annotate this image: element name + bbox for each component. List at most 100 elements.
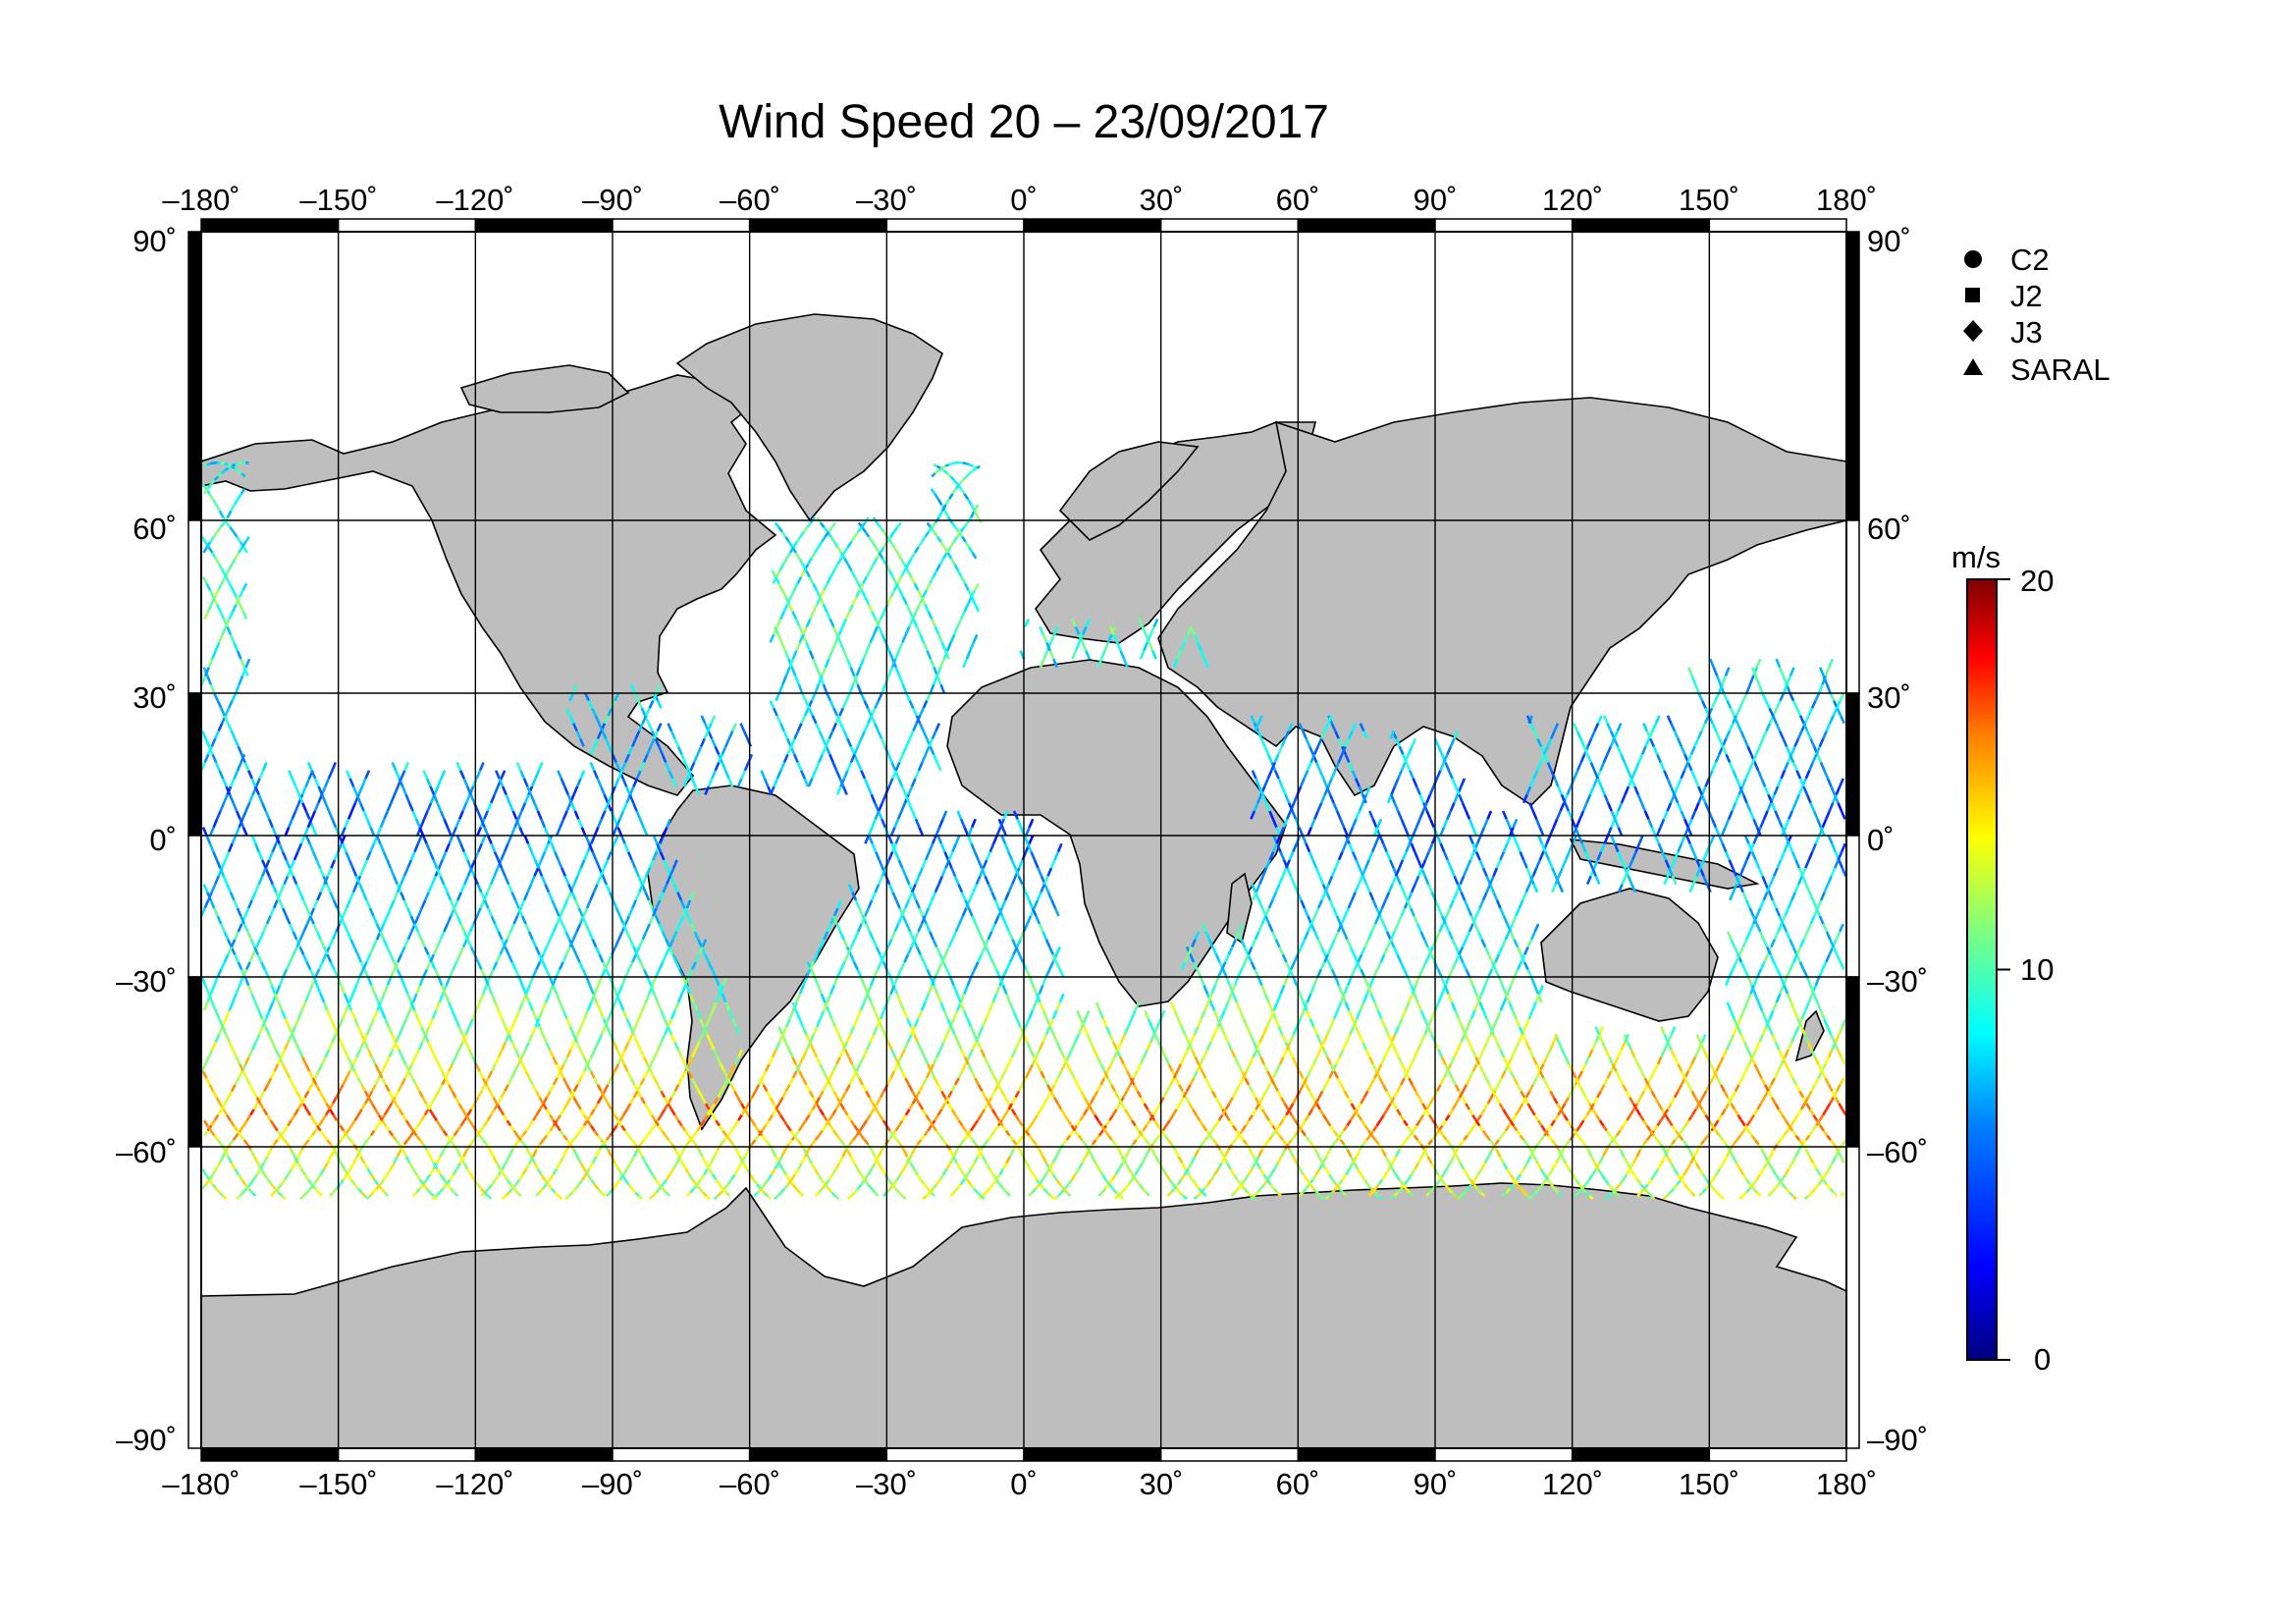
track-segment (1390, 1195, 1396, 1201)
track-segment (784, 1173, 791, 1181)
track-segment (1201, 1070, 1207, 1079)
track-segment (1269, 1183, 1276, 1190)
track-segment (1481, 892, 1488, 901)
track-segment (1455, 1097, 1462, 1105)
track-segment (935, 1049, 942, 1058)
track-segment (952, 1009, 959, 1020)
track-segment (1770, 939, 1777, 948)
track-segment (1393, 923, 1400, 933)
track-segment (969, 641, 975, 652)
track-segment (1288, 1149, 1295, 1158)
track-segment (1393, 1191, 1399, 1198)
track-segment (1321, 1084, 1327, 1093)
track-segment (568, 715, 575, 725)
track-segment (1324, 1195, 1330, 1201)
track-segment (1424, 953, 1431, 963)
track-segment (1372, 968, 1379, 978)
track-segment (1682, 1139, 1687, 1146)
track-segment (1650, 1173, 1656, 1181)
track-segment (279, 884, 286, 893)
track-segment (1028, 835, 1035, 844)
track-segment (1041, 1009, 1048, 1020)
track-segment (351, 884, 358, 893)
track-segment (879, 546, 885, 554)
track-segment (1251, 1109, 1257, 1116)
track-segment (219, 802, 226, 812)
track-segment (1350, 1103, 1357, 1110)
track-segment (1028, 976, 1035, 987)
track-segment (1555, 1156, 1562, 1164)
track-segment (1408, 1077, 1414, 1086)
track-segment (888, 1129, 895, 1137)
track-segment (1230, 1139, 1237, 1146)
track-segment (1003, 1097, 1010, 1105)
track-segment (1281, 867, 1288, 877)
satellite-tracks (201, 460, 1846, 1201)
track-segment (940, 464, 946, 469)
track-segment (1285, 961, 1292, 970)
track-segment (345, 899, 351, 909)
track-segment (1010, 1109, 1017, 1116)
track-segment (1239, 1009, 1246, 1020)
track-segment (593, 770, 599, 780)
track-segment (242, 1119, 248, 1127)
track-segment (1542, 1056, 1548, 1065)
track-segment (296, 842, 303, 853)
track-segment (1207, 939, 1214, 948)
track-segment (1101, 1018, 1108, 1028)
track-segment (654, 737, 661, 747)
track-segment (1653, 1063, 1660, 1072)
track-segment (1246, 1026, 1253, 1036)
track-segment (626, 851, 633, 861)
track-segment (1217, 1103, 1224, 1110)
track-segment (1767, 1191, 1773, 1198)
track-segment (1544, 851, 1551, 861)
track-segment (640, 707, 647, 717)
track-segment (1459, 1139, 1466, 1146)
track-segment (1485, 1134, 1491, 1141)
track-segment (1085, 650, 1092, 660)
track-segment (238, 976, 244, 987)
track-segment (927, 1063, 934, 1072)
track-segment (1328, 899, 1335, 909)
track-segment (1752, 1109, 1759, 1116)
track-segment (1191, 1178, 1198, 1186)
track-segment (985, 1162, 991, 1170)
track-segment (1839, 1077, 1845, 1086)
track-segment (231, 993, 238, 1003)
track-segment (820, 993, 827, 1003)
track-segment (1502, 1056, 1509, 1065)
track-segment (1277, 1026, 1284, 1036)
track-segment (1288, 1049, 1294, 1058)
track-segment (1119, 1056, 1125, 1065)
track-segment (1267, 1001, 1274, 1011)
track-segment (1342, 1041, 1348, 1051)
track-segment (799, 569, 806, 578)
track-segment (1057, 1191, 1063, 1198)
track-segment (1591, 1168, 1598, 1175)
track-segment (918, 827, 925, 837)
track-segment (815, 667, 822, 676)
track-segment (1654, 715, 1661, 725)
track-segment (431, 875, 437, 886)
track-segment (332, 1187, 338, 1194)
track-segment (1481, 1129, 1488, 1137)
track-segment (887, 667, 894, 676)
track-segment (952, 535, 959, 543)
track-segment (1382, 1109, 1389, 1116)
track-segment (1364, 859, 1370, 869)
track-segment (1192, 1109, 1198, 1116)
track-segment (781, 1168, 787, 1175)
track-segment (1509, 931, 1516, 941)
track-segment (949, 541, 955, 549)
track-segment (1136, 1090, 1143, 1099)
track-segment (1375, 1119, 1382, 1127)
track-segment (1451, 1077, 1457, 1086)
track-segment (1576, 761, 1582, 772)
track-segment (1401, 1009, 1407, 1020)
track-segment (1577, 1183, 1584, 1190)
track-segment (982, 1156, 988, 1164)
track-segment (1651, 723, 1658, 732)
track-segment (1526, 968, 1533, 978)
